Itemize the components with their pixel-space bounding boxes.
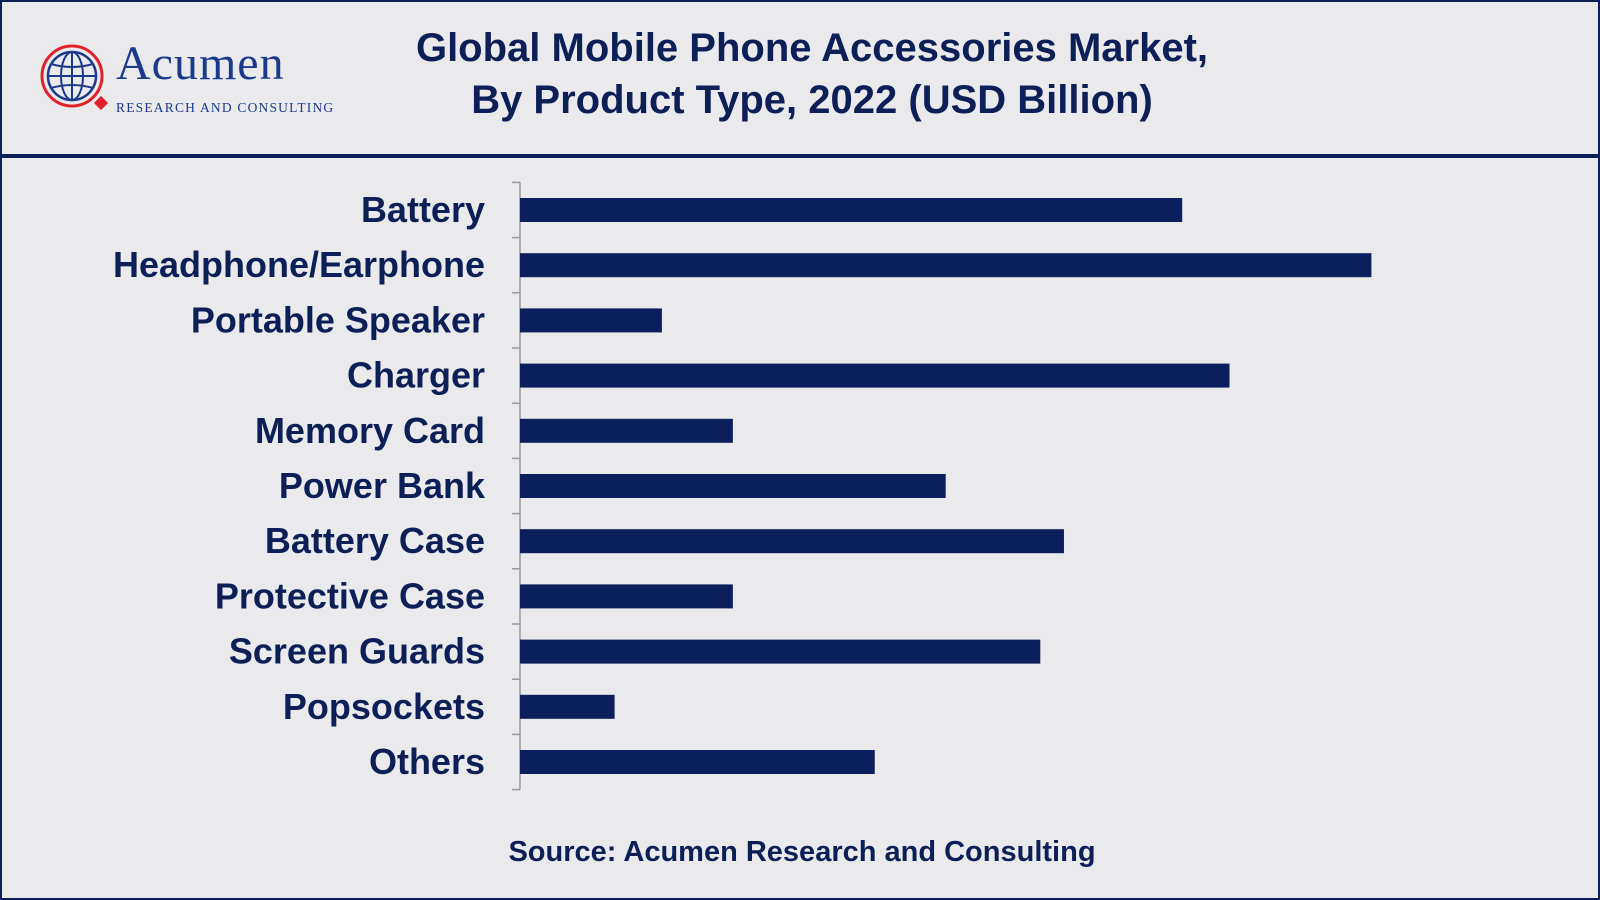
bar-screen-guards — [520, 639, 1041, 664]
bar-portable-speaker — [520, 308, 662, 333]
globe-icon — [40, 44, 109, 111]
bar-battery-case — [520, 529, 1064, 554]
bar-charger — [520, 363, 1230, 388]
source-note: Source: Acumen Research and Consulting — [508, 836, 1096, 868]
category-label: Portable Speaker — [191, 299, 485, 340]
chart-title-line-1: Global Mobile Phone Accessories Market, — [415, 26, 1209, 70]
category-label: Protective Case — [215, 575, 485, 616]
category-label: Popsockets — [283, 686, 485, 727]
bar-popsockets — [520, 694, 615, 719]
category-label: Headphone/Earphone — [113, 244, 485, 285]
logo-wordmark: Acumen — [116, 37, 285, 90]
chart-title-line-2: By Product Type, 2022 (USD Billion) — [471, 78, 1153, 122]
category-label: Charger — [347, 355, 485, 396]
bar-protective-case — [520, 584, 733, 609]
category-label: Screen Guards — [229, 631, 485, 672]
bar-others — [520, 750, 875, 774]
header: Acumen RESEARCH AND CONSULTING Global Mo… — [2, 2, 1598, 158]
bar-memory-card — [520, 418, 733, 443]
bar-chart: Battery Headphone/Earphone Portable Speake… — [113, 181, 1372, 791]
bar-battery — [520, 198, 1183, 222]
bar-headphone-earphone — [520, 253, 1372, 278]
logo-subtitle: RESEARCH AND CONSULTING — [116, 100, 335, 115]
chart-title: Global Mobile Phone Accessories Market, … — [362, 22, 1262, 126]
category-label: Memory Card — [255, 410, 485, 451]
category-label: Battery Case — [265, 520, 485, 561]
bar-power-bank — [520, 474, 946, 498]
category-label: Others — [369, 741, 485, 782]
category-label: Battery — [361, 189, 485, 230]
acumen-logo: Acumen RESEARCH AND CONSULTING — [32, 32, 372, 122]
category-label: Power Bank — [279, 465, 486, 506]
